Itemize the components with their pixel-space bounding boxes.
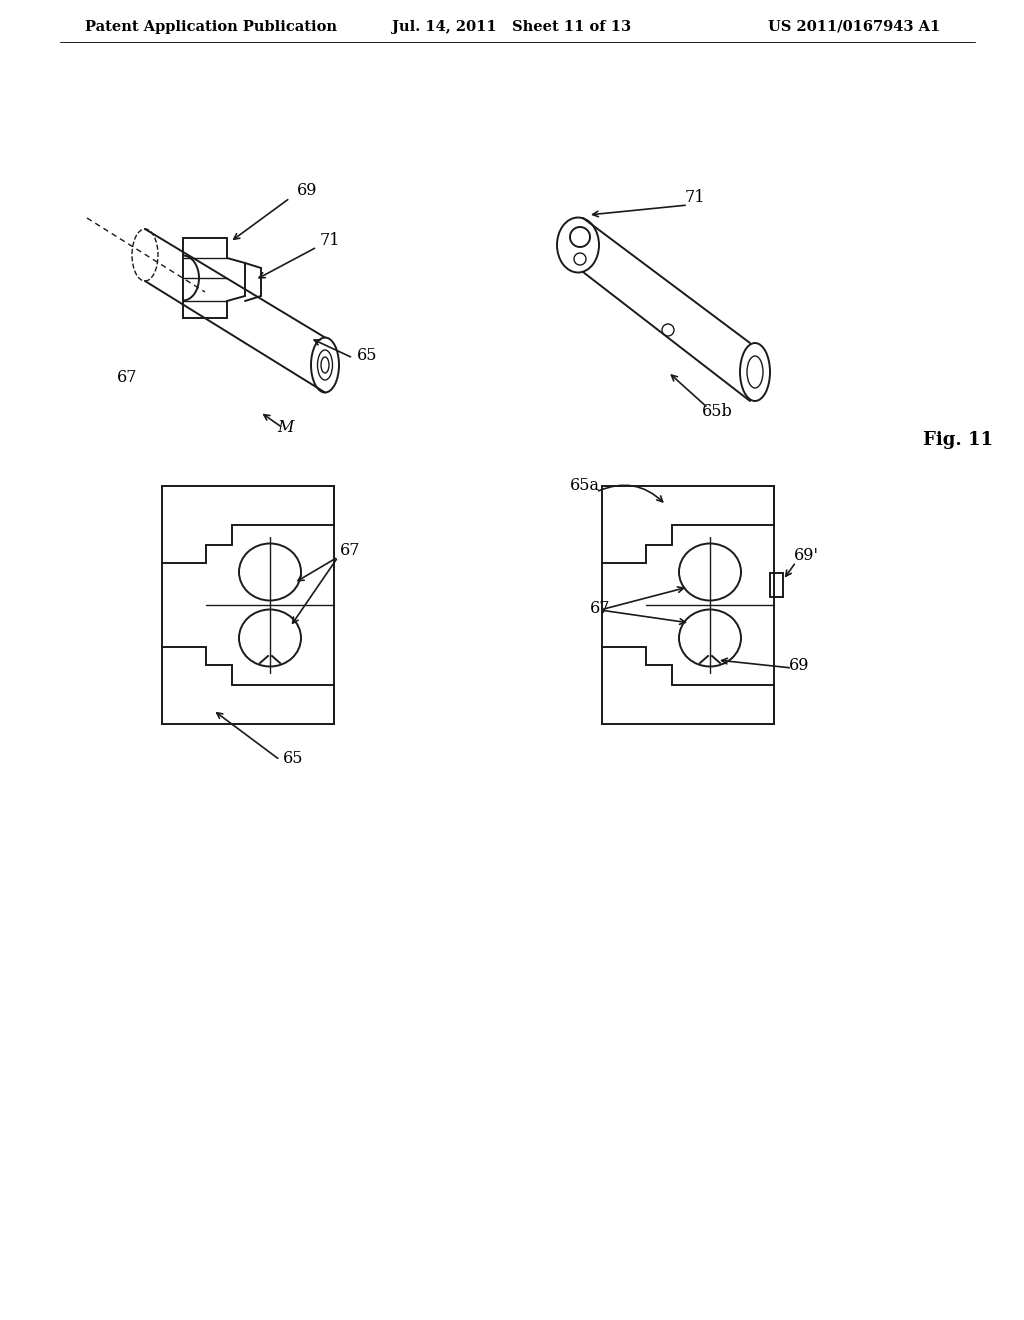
Bar bbox=[770, 573, 783, 597]
Text: 65b: 65b bbox=[702, 403, 733, 420]
Text: 67: 67 bbox=[590, 601, 610, 616]
Text: Patent Application Publication: Patent Application Publication bbox=[85, 20, 337, 34]
Text: 69': 69' bbox=[794, 546, 819, 564]
Text: M: M bbox=[278, 418, 293, 436]
Bar bbox=[162, 486, 334, 723]
Text: Jul. 14, 2011   Sheet 11 of 13: Jul. 14, 2011 Sheet 11 of 13 bbox=[392, 20, 632, 34]
Text: 69: 69 bbox=[297, 182, 317, 199]
Text: 65a: 65a bbox=[570, 477, 600, 494]
Text: 69: 69 bbox=[790, 657, 810, 675]
Text: 65: 65 bbox=[357, 347, 378, 364]
Bar bbox=[602, 486, 774, 723]
Text: US 2011/0167943 A1: US 2011/0167943 A1 bbox=[768, 20, 940, 34]
Text: 65: 65 bbox=[283, 750, 303, 767]
Text: 67: 67 bbox=[117, 370, 137, 385]
Text: 71: 71 bbox=[685, 189, 706, 206]
Text: 67: 67 bbox=[340, 543, 360, 558]
Text: Fig. 11: Fig. 11 bbox=[923, 432, 993, 449]
Text: 71: 71 bbox=[319, 232, 341, 249]
